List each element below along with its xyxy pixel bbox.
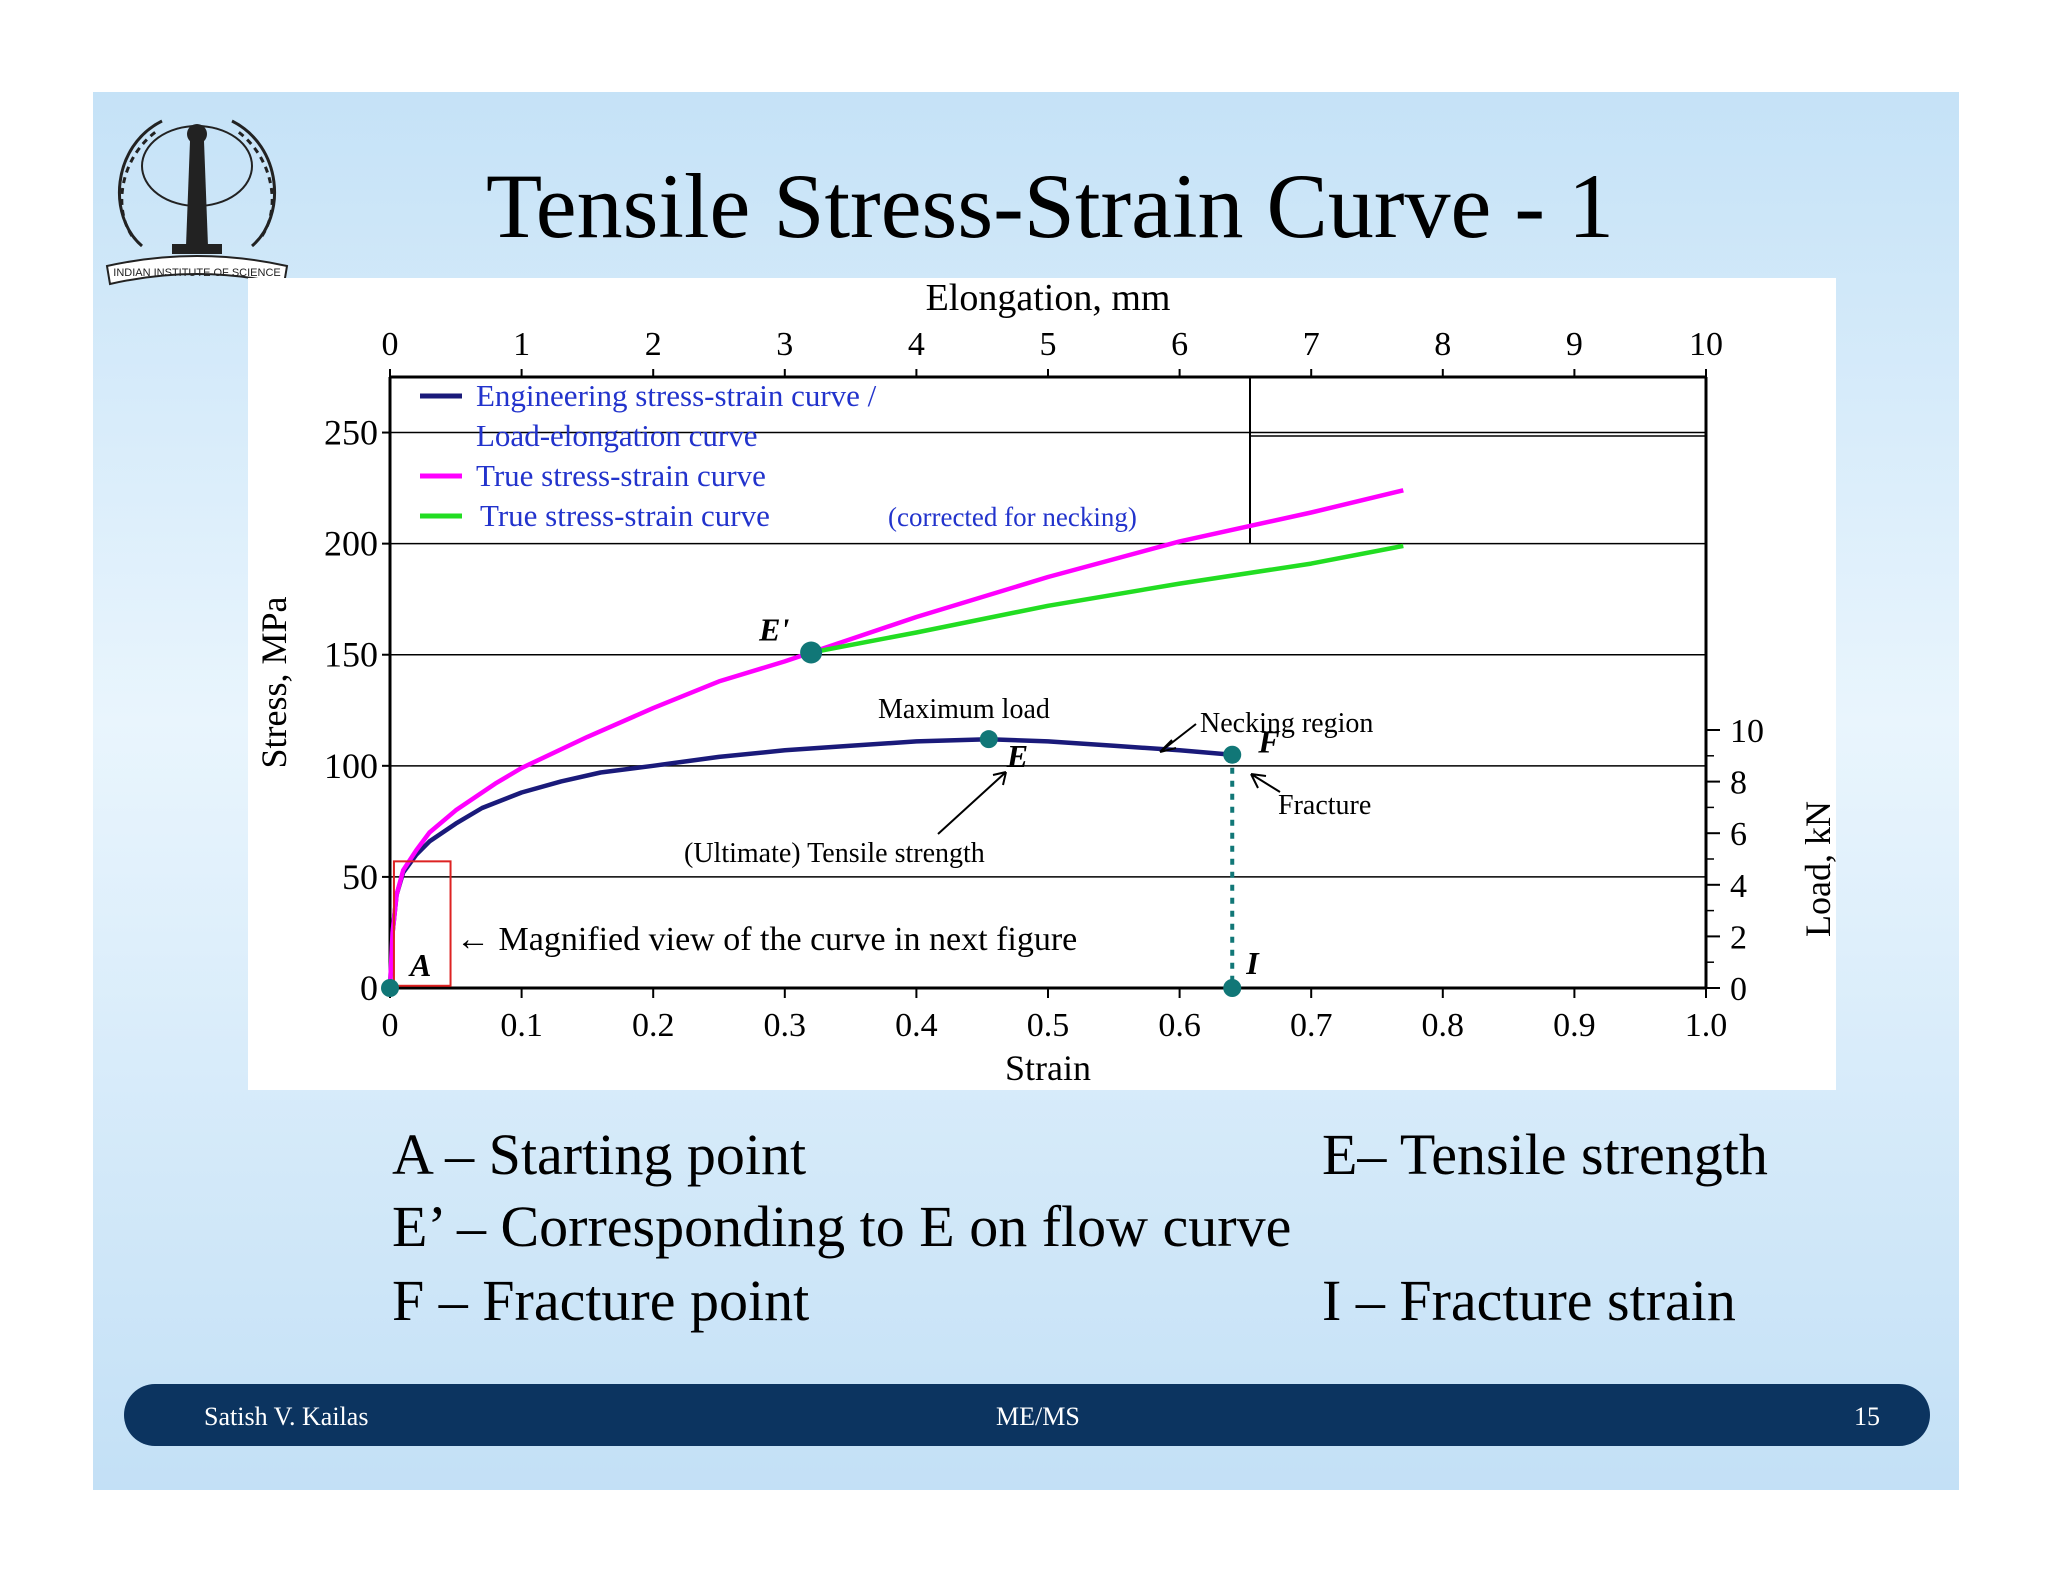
annotation-fracture: Fracture [1278, 790, 1371, 821]
point-label-e-prime: E' [758, 612, 789, 648]
x2-tick-label: 9 [1566, 326, 1583, 363]
x-tick-label: 0.9 [1553, 1007, 1596, 1044]
y2-tick-label: 10 [1730, 713, 1764, 750]
x2-tick-label: 5 [1040, 326, 1057, 363]
x2-tick-label: 10 [1689, 326, 1723, 363]
y-tick-label: 150 [324, 635, 378, 675]
point-label-f: F [1257, 724, 1279, 760]
series-line-true [387, 488, 1404, 989]
series-line-corrected [810, 543, 1404, 655]
marker-point-e-prime [800, 641, 823, 664]
definition-a: A – Starting point [392, 1122, 807, 1187]
y2-tick-label: 8 [1730, 765, 1747, 802]
x-tick-label: 0.7 [1290, 1007, 1333, 1044]
x-tick-label: 0.2 [632, 1007, 675, 1044]
x-tick-label: 0.6 [1158, 1007, 1201, 1044]
x2-tick-label: 3 [776, 326, 793, 363]
y2-tick-label: 6 [1730, 816, 1747, 853]
point-label-e: E [1006, 738, 1028, 774]
x-tick-label: 1.0 [1685, 1007, 1728, 1044]
x2-tick-label: 2 [645, 326, 662, 363]
chart-svg: 0 0.1 0.2 0.3 0.4 0.5 0.6 0.7 0.8 0.9 1.00 1 2 3 4 5 6 7 8… [254, 278, 1836, 1088]
x2-tick-label: 7 [1303, 326, 1320, 363]
x2-tick-label: 0 [382, 326, 399, 363]
x2-tick-label: 6 [1171, 326, 1188, 363]
iisc-logo: INDIAN INSTITUTE OF SCIENCE [105, 119, 289, 286]
y-tick-label: 250 [324, 413, 378, 453]
fracture-arrow [1250, 773, 1281, 793]
y-tick-label: 100 [324, 746, 378, 786]
definition-f: F – Fracture point [392, 1268, 810, 1333]
legend-label-corrected-note: (corrected for necking) [888, 502, 1137, 532]
y-tick-label: 50 [342, 857, 378, 897]
x-tick-label: 0.1 [500, 1007, 542, 1044]
magnified-region-box [392, 860, 452, 987]
y2-tick-label: 0 [1730, 971, 1747, 1008]
x-tick-label: 0.4 [895, 1007, 938, 1044]
y2-axis-label: Load, kN [1798, 801, 1836, 937]
annotation-necking-region: Necking region [1200, 708, 1373, 739]
x-axis-label: Strain [1005, 1048, 1091, 1088]
annotation-maximum-load: Maximum load [878, 694, 1050, 725]
footer-bar: Satish V. Kailas ME/MS 15 [124, 1384, 1930, 1446]
footer-course: ME/MS [996, 1402, 1080, 1431]
definition-i: I – Fracture strain [1322, 1268, 1736, 1333]
slide-title: Tensile Stress-Strain Curve - 1 [485, 155, 1615, 257]
x2-tick-label: 4 [908, 326, 925, 363]
y-axis-label: Stress, MPa [254, 596, 294, 768]
marker-point-i [1223, 979, 1242, 997]
stress-strain-chart: 0 0.1 0.2 0.3 0.4 0.5 0.6 0.7 0.8 0.9 1.0 0 1 2 3 4 5 6 7 8… [248, 278, 1836, 1090]
logo-lettering: INDIAN INSTITUTE OF SCIENCE [113, 267, 280, 279]
legend-label-true: True stress-strain curve [476, 458, 766, 493]
marker-point-a [381, 979, 399, 997]
point-label-a: A [408, 947, 431, 983]
definition-e: E– Tensile strength [1322, 1122, 1768, 1187]
y2-tick-label: 2 [1730, 919, 1747, 956]
footer-author: Satish V. Kailas [204, 1402, 369, 1431]
footer-page-number: 15 [1854, 1402, 1880, 1431]
legend-label-corrected: True stress-strain curve [480, 498, 770, 533]
marker-point-f [1223, 745, 1242, 764]
x-tick-label: 0.5 [1027, 1007, 1070, 1044]
annotation-magnified-view: ← Magnified view of the curve in next fi… [456, 921, 1077, 958]
legend-label-load-elongation: Load-elongation curve [476, 418, 757, 453]
y-tick-label: 0 [360, 968, 378, 1008]
x2-tick-label: 8 [1434, 326, 1451, 363]
y-tick-label: 200 [324, 524, 378, 564]
x-tick-label: 0.8 [1422, 1007, 1465, 1044]
marker-point-e [979, 730, 998, 749]
necking-arrow [1159, 723, 1197, 753]
x2-tick-label: 1 [513, 326, 530, 363]
annotation-tensile-strength: (Ultimate) Tensile strength [684, 838, 985, 869]
x2-axis-label: Elongation, mm [926, 278, 1171, 319]
y2-tick-label: 4 [1730, 868, 1747, 905]
point-label-i: I [1245, 945, 1260, 981]
tensile-strength-arrow [937, 771, 1007, 835]
x-tick-label: 0.3 [764, 1007, 807, 1044]
x-tick-label: 0 [382, 1007, 399, 1044]
definition-e-prime: E’ – Corresponding to E on flow curve [392, 1194, 1292, 1259]
legend-label-engineering: Engineering stress-strain curve / [476, 378, 877, 413]
